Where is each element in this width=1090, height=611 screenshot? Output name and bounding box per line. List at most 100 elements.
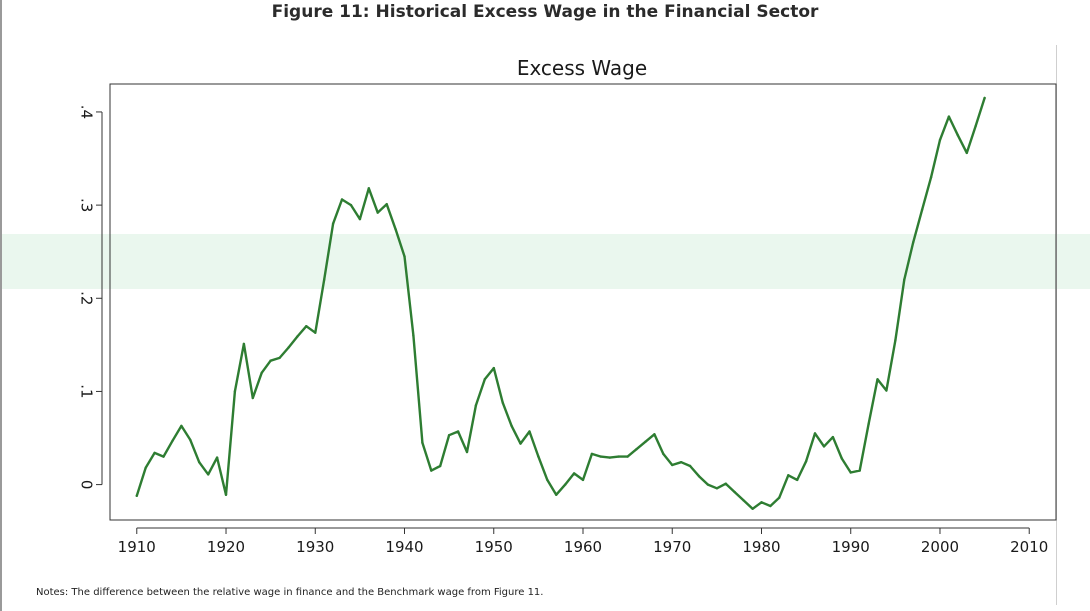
data-point: [938, 138, 942, 142]
y-axis: 0 .1 .2 .3 .4: [78, 105, 103, 490]
x-axis: 1910 1920 1930 1940 1950 1960 1970 1980 1990 2000…: [118, 527, 1048, 556]
data-point: [394, 228, 397, 231]
x-tick-label: 1930: [296, 538, 334, 556]
data-point: [804, 460, 808, 463]
data-point: [858, 469, 861, 472]
data-point: [314, 331, 317, 334]
data-point: [349, 203, 353, 207]
data-point: [153, 451, 156, 455]
data-point: [813, 432, 817, 435]
y-tick-label: .3: [78, 198, 96, 212]
data-point: [564, 483, 567, 486]
data-point: [787, 474, 790, 477]
data-point: [778, 496, 781, 499]
data-point: [688, 464, 692, 468]
data-point: [715, 487, 719, 490]
figure-title: Figure 11: Historical Excess Wage in the…: [271, 2, 819, 22]
data-point: [974, 124, 977, 128]
x-tick-label: 1980: [742, 538, 780, 556]
y-tick-label: .2: [78, 291, 96, 305]
data-point: [671, 463, 674, 467]
data-point: [876, 378, 879, 381]
data-point: [724, 482, 727, 485]
data-point: [305, 325, 308, 328]
x-tick-label: 1910: [118, 538, 156, 556]
data-point: [680, 461, 683, 464]
data-point: [501, 401, 504, 404]
data-point: [465, 450, 469, 454]
data-point: [706, 483, 710, 486]
data-point: [831, 435, 835, 439]
data-point: [751, 507, 754, 510]
data-point: [358, 217, 362, 221]
x-tick-label: 2010: [1010, 538, 1048, 556]
data-point: [983, 96, 986, 100]
left-edge-border: [0, 0, 2, 611]
data-point: [519, 442, 522, 445]
data-point: [608, 456, 611, 459]
data-point: [840, 457, 843, 460]
plot-area-frame: [109, 83, 1057, 521]
x-tick-label: 1950: [475, 538, 513, 556]
data-point: [421, 441, 424, 444]
data-point: [733, 490, 736, 494]
data-point: [180, 424, 183, 428]
x-tick-label: 1940: [385, 538, 423, 556]
data-point: [662, 452, 665, 456]
data-point: [528, 430, 531, 433]
data-point: [510, 424, 513, 428]
x-tick-label: 1990: [832, 538, 870, 556]
data-point: [251, 396, 254, 400]
data-point: [135, 494, 138, 497]
data-point: [760, 501, 763, 504]
data-point: [269, 359, 272, 362]
data-point: [171, 439, 174, 442]
data-point: [403, 255, 406, 258]
figure-notes: Notes: The difference between the relati…: [36, 587, 544, 598]
data-point: [242, 342, 246, 346]
data-point: [581, 478, 585, 482]
data-point: [956, 134, 959, 137]
data-point: [207, 473, 210, 476]
excess-wage-series-line: [135, 96, 986, 510]
data-point: [224, 493, 228, 496]
data-point: [189, 438, 192, 442]
data-point: [867, 422, 870, 426]
data-point: [920, 208, 924, 211]
data-point: [537, 455, 540, 458]
data-point: [233, 390, 237, 393]
data-point: [903, 278, 906, 281]
data-point: [144, 466, 147, 469]
data-point: [599, 455, 602, 458]
data-point: [947, 115, 951, 118]
x-tick-label: 1970: [653, 538, 691, 556]
data-point: [296, 335, 299, 338]
y-tick-label: .1: [78, 384, 96, 398]
data-point: [965, 151, 968, 155]
data-point: [885, 389, 888, 392]
data-point: [769, 504, 772, 508]
data-point: [555, 493, 558, 496]
data-point: [323, 278, 326, 281]
y-tick-label: .4: [78, 105, 96, 119]
data-point: [198, 461, 201, 464]
x-tick-label: 1920: [207, 538, 245, 556]
data-point: [260, 371, 263, 374]
x-tick-label: 1960: [564, 538, 602, 556]
data-point: [697, 475, 701, 478]
y-tick-label: 0: [78, 480, 96, 490]
data-point: [278, 356, 281, 360]
data-point: [430, 469, 433, 472]
data-point: [456, 430, 460, 433]
data-point: [287, 346, 290, 349]
data-point: [742, 499, 745, 502]
series-layer: [135, 96, 986, 510]
data-point: [447, 434, 451, 437]
data-point: [412, 334, 415, 337]
data-point: [912, 241, 915, 244]
data-point: [376, 211, 379, 214]
data-point: [653, 433, 656, 436]
data-point: [635, 448, 638, 451]
data-point: [385, 203, 388, 206]
